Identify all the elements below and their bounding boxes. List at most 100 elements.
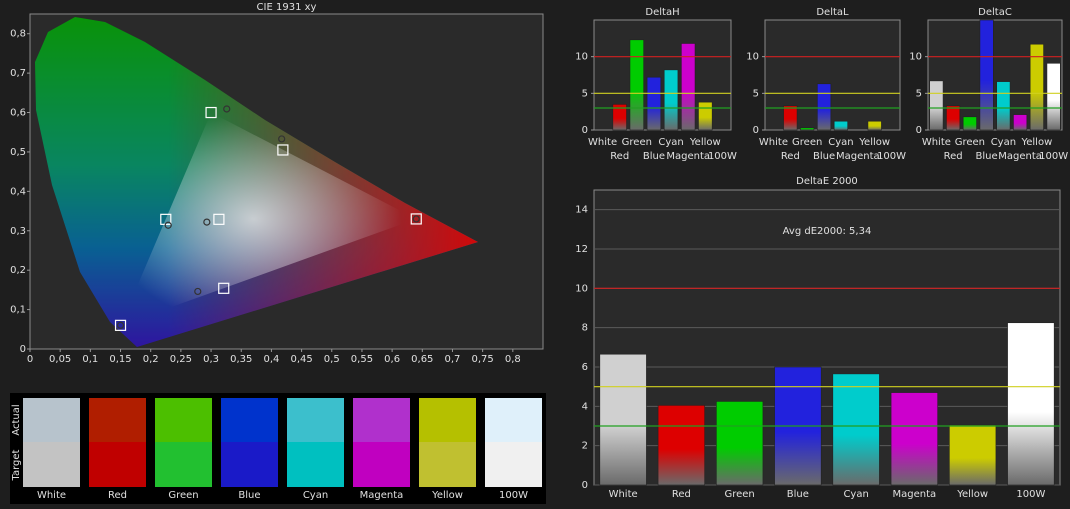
target-swatch (353, 442, 410, 487)
target-swatch (89, 442, 146, 487)
x-tick-label: 0,35 (230, 354, 252, 365)
x-tick-label: 0,75 (472, 354, 494, 365)
bar (962, 116, 977, 131)
swatch-label: White (37, 490, 66, 501)
target-swatch (485, 442, 542, 487)
actual-swatch (89, 398, 146, 442)
x-tick-label: Magenta (666, 151, 710, 162)
bar (1046, 62, 1061, 131)
actual-swatch (221, 398, 278, 442)
x-tick-label: Red (944, 151, 963, 162)
x-tick-label: 0,15 (109, 354, 131, 365)
x-tick-label: Yellow (858, 137, 890, 148)
x-tick-label: Yellow (956, 489, 988, 500)
y-tick-label: 0,1 (10, 305, 26, 316)
x-tick-label: 0,25 (170, 354, 192, 365)
y-tick-label: 0,2 (10, 265, 26, 276)
y-tick-label: 4 (582, 401, 588, 412)
x-tick-label: Green (724, 489, 754, 500)
y-tick-label: 8 (582, 323, 588, 334)
measured-point (116, 321, 125, 329)
bar (949, 424, 997, 486)
y-tick-label: 0,6 (10, 108, 26, 119)
y-tick-label: 0 (916, 125, 922, 136)
target-point (218, 282, 230, 294)
x-tick-label: Cyan (843, 489, 868, 500)
x-tick-label: White (609, 489, 638, 500)
bar (657, 405, 705, 486)
measured-point (164, 221, 172, 229)
y-tick-label: 5 (753, 88, 759, 99)
actual-swatch (419, 398, 476, 442)
bar (1007, 322, 1055, 486)
x-tick-label: 100W (1039, 151, 1068, 162)
y-tick-label: 0,8 (10, 29, 26, 40)
y-tick-label: 5 (916, 88, 922, 99)
x-tick-label: Yellow (689, 137, 721, 148)
x-tick-label: White (759, 137, 788, 148)
y-tick-label: 5 (582, 88, 588, 99)
bar (996, 81, 1011, 131)
target-swatch (419, 442, 476, 487)
measured-point (278, 135, 286, 143)
x-tick-label: 0,4 (263, 354, 279, 365)
target-swatch (155, 442, 212, 487)
x-tick-label: Green (955, 137, 985, 148)
x-tick-label: 0,65 (411, 354, 433, 365)
x-tick-label: Magenta (836, 151, 880, 162)
y-tick-label: 0 (582, 480, 588, 491)
measured-point (194, 287, 202, 296)
x-tick-label: Blue (787, 489, 809, 500)
bar (783, 105, 798, 131)
bar (599, 353, 647, 486)
swatch-row-label: Target (11, 449, 22, 481)
swatch-row-label: Actual (11, 404, 22, 435)
x-tick-label: Red (672, 489, 691, 500)
target-swatch (287, 442, 344, 487)
measured-point (412, 215, 420, 223)
bar (612, 104, 627, 131)
chart-title: CIE 1931 xy (257, 2, 317, 13)
bar (646, 76, 662, 131)
y-tick-label: 0 (20, 344, 26, 355)
chart-title: DeltaC (978, 7, 1012, 18)
actual-swatch (485, 398, 542, 442)
bar (979, 19, 994, 131)
y-tick-label: 10 (575, 283, 588, 294)
swatch-label: Cyan (303, 490, 328, 501)
x-tick-label: White (588, 137, 617, 148)
swatch-label: Red (108, 490, 127, 501)
swatch-label: Blue (238, 490, 260, 501)
actual-swatch (287, 398, 344, 442)
chart-title: DeltaE 2000 (796, 176, 858, 187)
y-tick-label: 0,4 (10, 186, 26, 197)
x-tick-label: 0,8 (505, 354, 521, 365)
bar (833, 120, 848, 131)
x-tick-label: Blue (643, 151, 665, 162)
x-tick-label: 0,7 (445, 354, 461, 365)
x-tick-label: Blue (813, 151, 835, 162)
y-tick-label: 6 (582, 362, 588, 373)
x-tick-label: Magenta (893, 489, 937, 500)
x-tick-label: Cyan (828, 137, 853, 148)
target-point (277, 144, 289, 156)
x-tick-label: White (922, 137, 951, 148)
x-tick-label: Red (610, 151, 629, 162)
bar (890, 392, 938, 486)
x-tick-label: Blue (976, 151, 998, 162)
x-tick-label: 100W (708, 151, 737, 162)
x-tick-label: 0,6 (384, 354, 400, 365)
bar (800, 127, 815, 131)
target-swatch (23, 442, 80, 487)
bar (716, 401, 764, 486)
foreground-layer: CIE 1931 xy0 0,05 0,1 0,15 0,2 0,25 0,3 0,35 0,4… (10, 2, 1068, 504)
target-point (410, 213, 422, 225)
x-tick-label: 100W (877, 151, 906, 162)
chart-title: DeltaL (816, 7, 849, 18)
x-tick-label: 0,55 (351, 354, 373, 365)
target-point (114, 319, 127, 331)
x-tick-label: 0 (27, 354, 33, 365)
target-swatch (221, 442, 278, 487)
